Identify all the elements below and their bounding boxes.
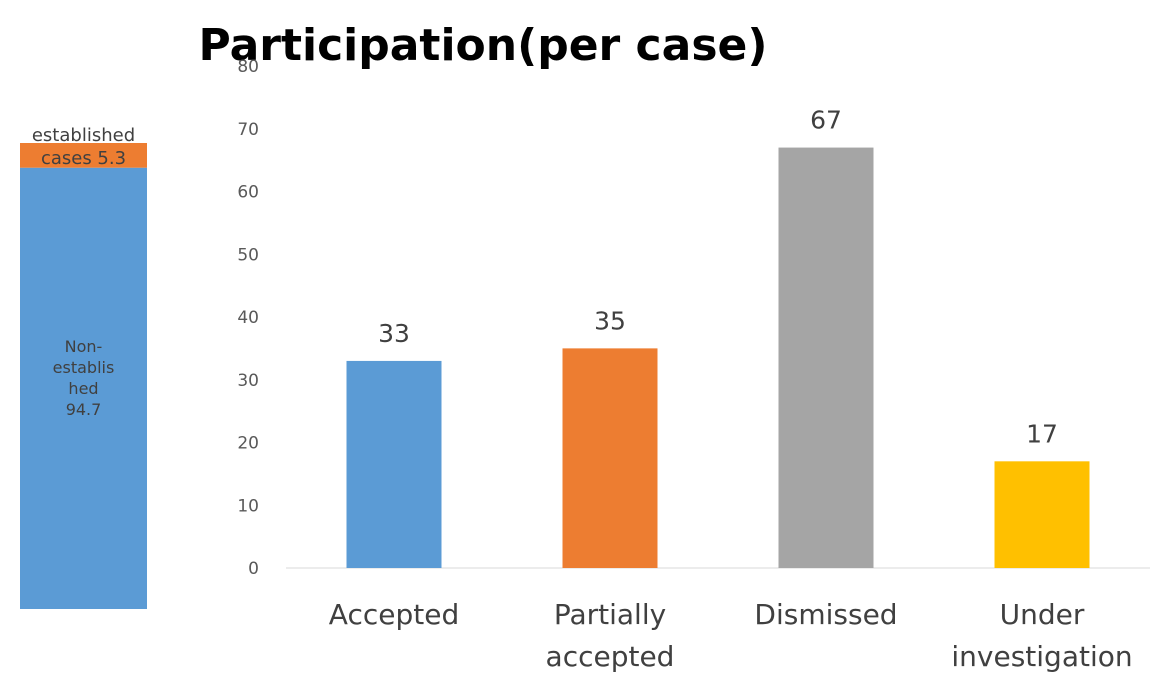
stack-label-non-established-line-4: 94.7: [66, 400, 102, 419]
stack-label-non-established-line-3: hed: [68, 379, 98, 398]
y-tick-label-30: 30: [237, 371, 259, 391]
stack-segment-established: [20, 143, 147, 168]
category-label-under-investigation-line-1: Under: [1000, 598, 1085, 631]
y-tick-label-0: 0: [248, 559, 259, 579]
data-label-under-investigation: 17: [1026, 419, 1058, 448]
category-label-under-investigation-line-2: investigation: [951, 640, 1132, 673]
bar-dismissed: [778, 147, 874, 568]
data-label-dismissed: 67: [810, 106, 842, 135]
stack-segment-non-established: [20, 167, 147, 609]
y-tick-label-60: 60: [237, 183, 259, 203]
bar-under-investigation: [994, 461, 1090, 568]
data-label-partially-accepted: 35: [594, 306, 626, 335]
y-tick-label-70: 70: [237, 120, 259, 140]
stack-label-non-established-line-2: establis: [53, 358, 115, 377]
stack-label-established-line-1: established: [32, 125, 135, 146]
category-label-accepted-line-1: Accepted: [329, 598, 459, 631]
y-tick-label-40: 40: [237, 308, 259, 328]
y-tick-label-80: 80: [237, 57, 259, 77]
category-label-dismissed-line-1: Dismissed: [754, 598, 897, 631]
chart-title: Participation(per case): [199, 20, 768, 71]
bar-partially-accepted: [562, 348, 658, 568]
bar-accepted: [346, 360, 442, 568]
stack-label-established-line-2: cases 5.3: [41, 148, 126, 169]
participation-bar-chart: Participation(per case) 0 10 20 30 40 50 60 70 8…: [199, 20, 1150, 673]
y-tick-label-10: 10: [237, 496, 259, 516]
category-label-partially-accepted-line-1: Partially: [554, 598, 666, 631]
y-tick-label-20: 20: [237, 434, 259, 454]
y-tick-label-50: 50: [237, 245, 259, 265]
category-label-partially-accepted-line-2: accepted: [546, 640, 675, 673]
stack-label-non-established-line-1: Non-: [65, 337, 103, 356]
data-label-accepted: 33: [378, 319, 410, 348]
